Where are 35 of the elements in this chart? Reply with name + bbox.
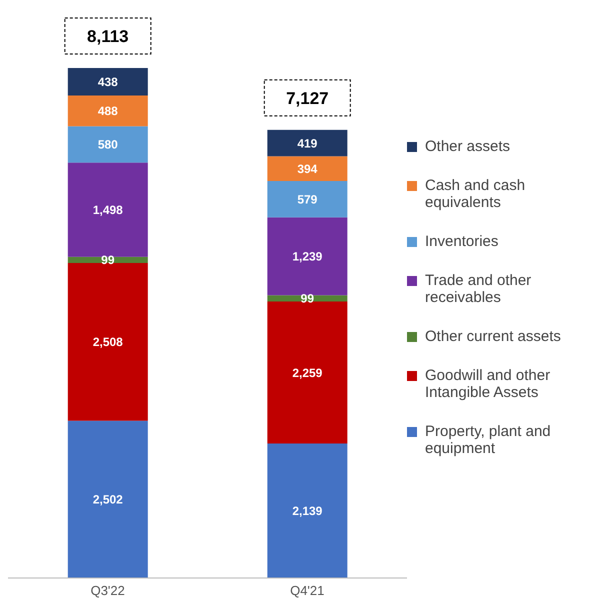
data-label: 580 — [98, 138, 118, 152]
bar — [267, 444, 348, 578]
bar — [68, 96, 148, 126]
bar — [267, 130, 348, 156]
legend-label: Inventories — [425, 232, 498, 250]
legend-label: Other assets — [425, 138, 510, 154]
x-tick-label: Q4'21 — [290, 583, 324, 598]
x-tick-label: Q3'22 — [90, 583, 125, 598]
data-label: 419 — [297, 136, 318, 150]
bar — [267, 217, 348, 296]
bar — [68, 126, 148, 163]
total-label: 8,113 — [87, 27, 129, 46]
data-label: 488 — [98, 104, 118, 118]
bar — [267, 302, 348, 444]
bar — [267, 181, 348, 218]
data-label: 2,502 — [92, 492, 124, 507]
bar — [267, 156, 348, 182]
bar — [68, 162, 148, 257]
data-label: 1,239 — [292, 250, 323, 264]
total-label: 7,127 — [286, 88, 329, 108]
data-label: 2,508 — [92, 335, 124, 350]
legend-label: Goodwill and other Intangible Assets — [425, 366, 552, 400]
legend-label: Other current assets — [425, 328, 561, 344]
data-label: 2,259 — [292, 366, 323, 380]
data-label: 579 — [297, 192, 318, 206]
bar — [68, 420, 148, 578]
bar — [68, 68, 148, 96]
legend-label: Trade and other receivables — [425, 272, 532, 306]
data-label: 438 — [98, 75, 118, 90]
data-label: 394 — [297, 162, 318, 176]
bar — [68, 263, 148, 421]
data-label: 2,139 — [292, 504, 323, 518]
data-label: 1,498 — [92, 203, 124, 218]
legend-label: Property, plant and equipment — [425, 422, 552, 456]
legend-label: Cash and cash equivalents — [425, 176, 526, 210]
